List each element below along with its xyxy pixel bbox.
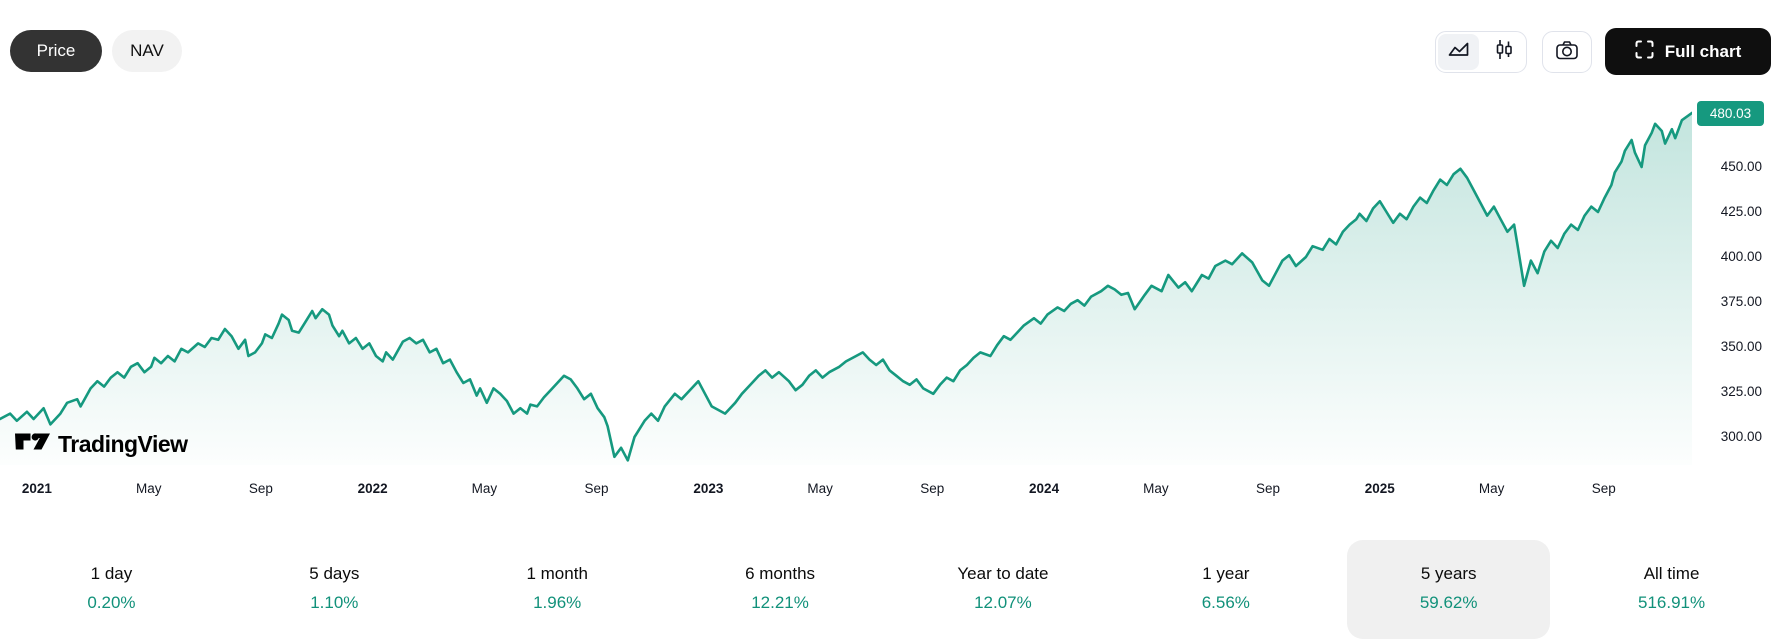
fullscreen-icon [1635,40,1654,64]
price-scale-label: 400.00 [1720,249,1762,264]
tradingview-logo[interactable]: TradingView [14,430,188,458]
price-scale-label: 325.00 [1720,384,1762,399]
time-scale-label: May [1143,481,1169,496]
time-scale-label: 2021 [21,481,52,496]
tradingview-logo-icon [14,430,51,458]
nav-tab[interactable]: NAV [112,30,182,72]
time-scale-label: 2025 [1364,481,1395,496]
period-box[interactable]: Year to date 12.07% [902,540,1105,639]
time-scale-label: May [1478,481,1505,496]
period-stat-1-month[interactable]: 1 month 1.96% [446,540,669,639]
period-stat-1-day[interactable]: 1 day 0.20% [0,540,223,639]
period-box[interactable]: All time 516.91% [1570,540,1773,639]
period-label: 1 month [526,564,588,583]
time-scale-label: May [471,481,498,496]
price-scale-label: 375.00 [1720,294,1762,309]
period-stat-5-days[interactable]: 5 days 1.10% [223,540,446,639]
period-label: 1 year [1202,564,1250,583]
period-change-value: 59.62% [1419,593,1478,612]
period-label: 1 day [90,564,133,583]
time-scale-label: Sep [1591,481,1616,496]
time-scale-label: Sep [584,481,609,496]
period-stats-row: 1 day 0.20% 5 days 1.10% 1 month 1.96% 6 month… [0,540,1783,639]
period-stat-all-time[interactable]: All time 516.91% [1560,540,1783,639]
period-change-value: 6.56% [1201,593,1250,612]
time-scale-label: 2024 [1029,481,1060,496]
period-box[interactable]: 5 days 1.10% [233,540,436,639]
time-scale-label: Sep [248,481,273,496]
full-chart-button[interactable]: Full chart [1605,28,1771,75]
time-scale-label: May [807,481,833,496]
time-scale-label: Sep [920,481,945,496]
period-stat-6-months[interactable]: 6 months 12.21% [669,540,892,639]
time-scale-label: 2022 [357,481,388,496]
time-scale-label: Sep [1255,481,1280,496]
period-change-value: 1.96% [533,593,582,612]
price-line [0,111,1692,462]
price-scale-label: 350.00 [1720,339,1762,354]
period-label: 5 days [309,564,360,583]
price-area-chart[interactable] [0,85,1692,465]
period-stat-5-years[interactable]: 5 years 59.62% [1337,540,1560,639]
candlestick-chart-button[interactable] [1483,34,1524,70]
period-change-value: 1.10% [310,593,359,612]
last-price-badge: 480.03 [1697,101,1764,126]
price-scale-label: 300.00 [1720,429,1762,444]
period-box[interactable]: 6 months 12.21% [679,540,882,639]
price-scale-label: 425.00 [1720,204,1762,219]
period-label: All time [1643,564,1700,583]
candlestick-icon [1494,38,1514,66]
period-label: 6 months [745,564,816,583]
period-change-value: 12.21% [751,593,809,612]
area-fill [0,112,1692,465]
period-stat-year-to-date[interactable]: Year to date 12.07% [892,540,1115,639]
area-chart-button[interactable] [1438,34,1479,70]
period-change-value: 12.07% [974,593,1032,612]
nav-tab-label: NAV [130,41,164,60]
period-box[interactable]: 1 month 1.96% [456,540,659,639]
period-label: 5 years [1420,564,1477,583]
tradingview-logo-text: TradingView [58,430,188,457]
selected-period-box[interactable]: 5 years 59.62% [1347,540,1551,639]
period-change-value: 516.91% [1638,593,1706,612]
time-scale-label: May [135,481,162,496]
camera-icon [1555,39,1579,66]
period-box[interactable]: 1 year 6.56% [1124,540,1327,639]
last-price-value: 480.03 [1709,106,1752,121]
period-change-value: 0.20% [87,593,136,612]
time-scale-label: 2023 [693,481,724,496]
price-tab[interactable]: Price [10,30,102,72]
price-tab-label: Price [36,41,76,60]
full-chart-label: Full chart [1664,41,1742,61]
period-box[interactable]: 1 day 0.20% [10,540,213,639]
chart-type-toggle [1435,31,1527,73]
price-scale-label: 450.00 [1720,159,1762,174]
period-stat-1-year[interactable]: 1 year 6.56% [1114,540,1337,639]
area-chart-icon [1447,38,1470,66]
period-label: Year to date [957,564,1049,583]
snapshot-button[interactable] [1542,31,1592,73]
